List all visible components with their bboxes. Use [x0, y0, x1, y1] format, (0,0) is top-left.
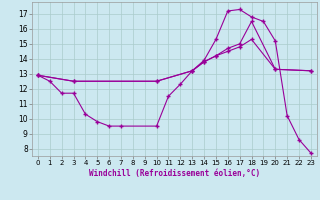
X-axis label: Windchill (Refroidissement éolien,°C): Windchill (Refroidissement éolien,°C): [89, 169, 260, 178]
